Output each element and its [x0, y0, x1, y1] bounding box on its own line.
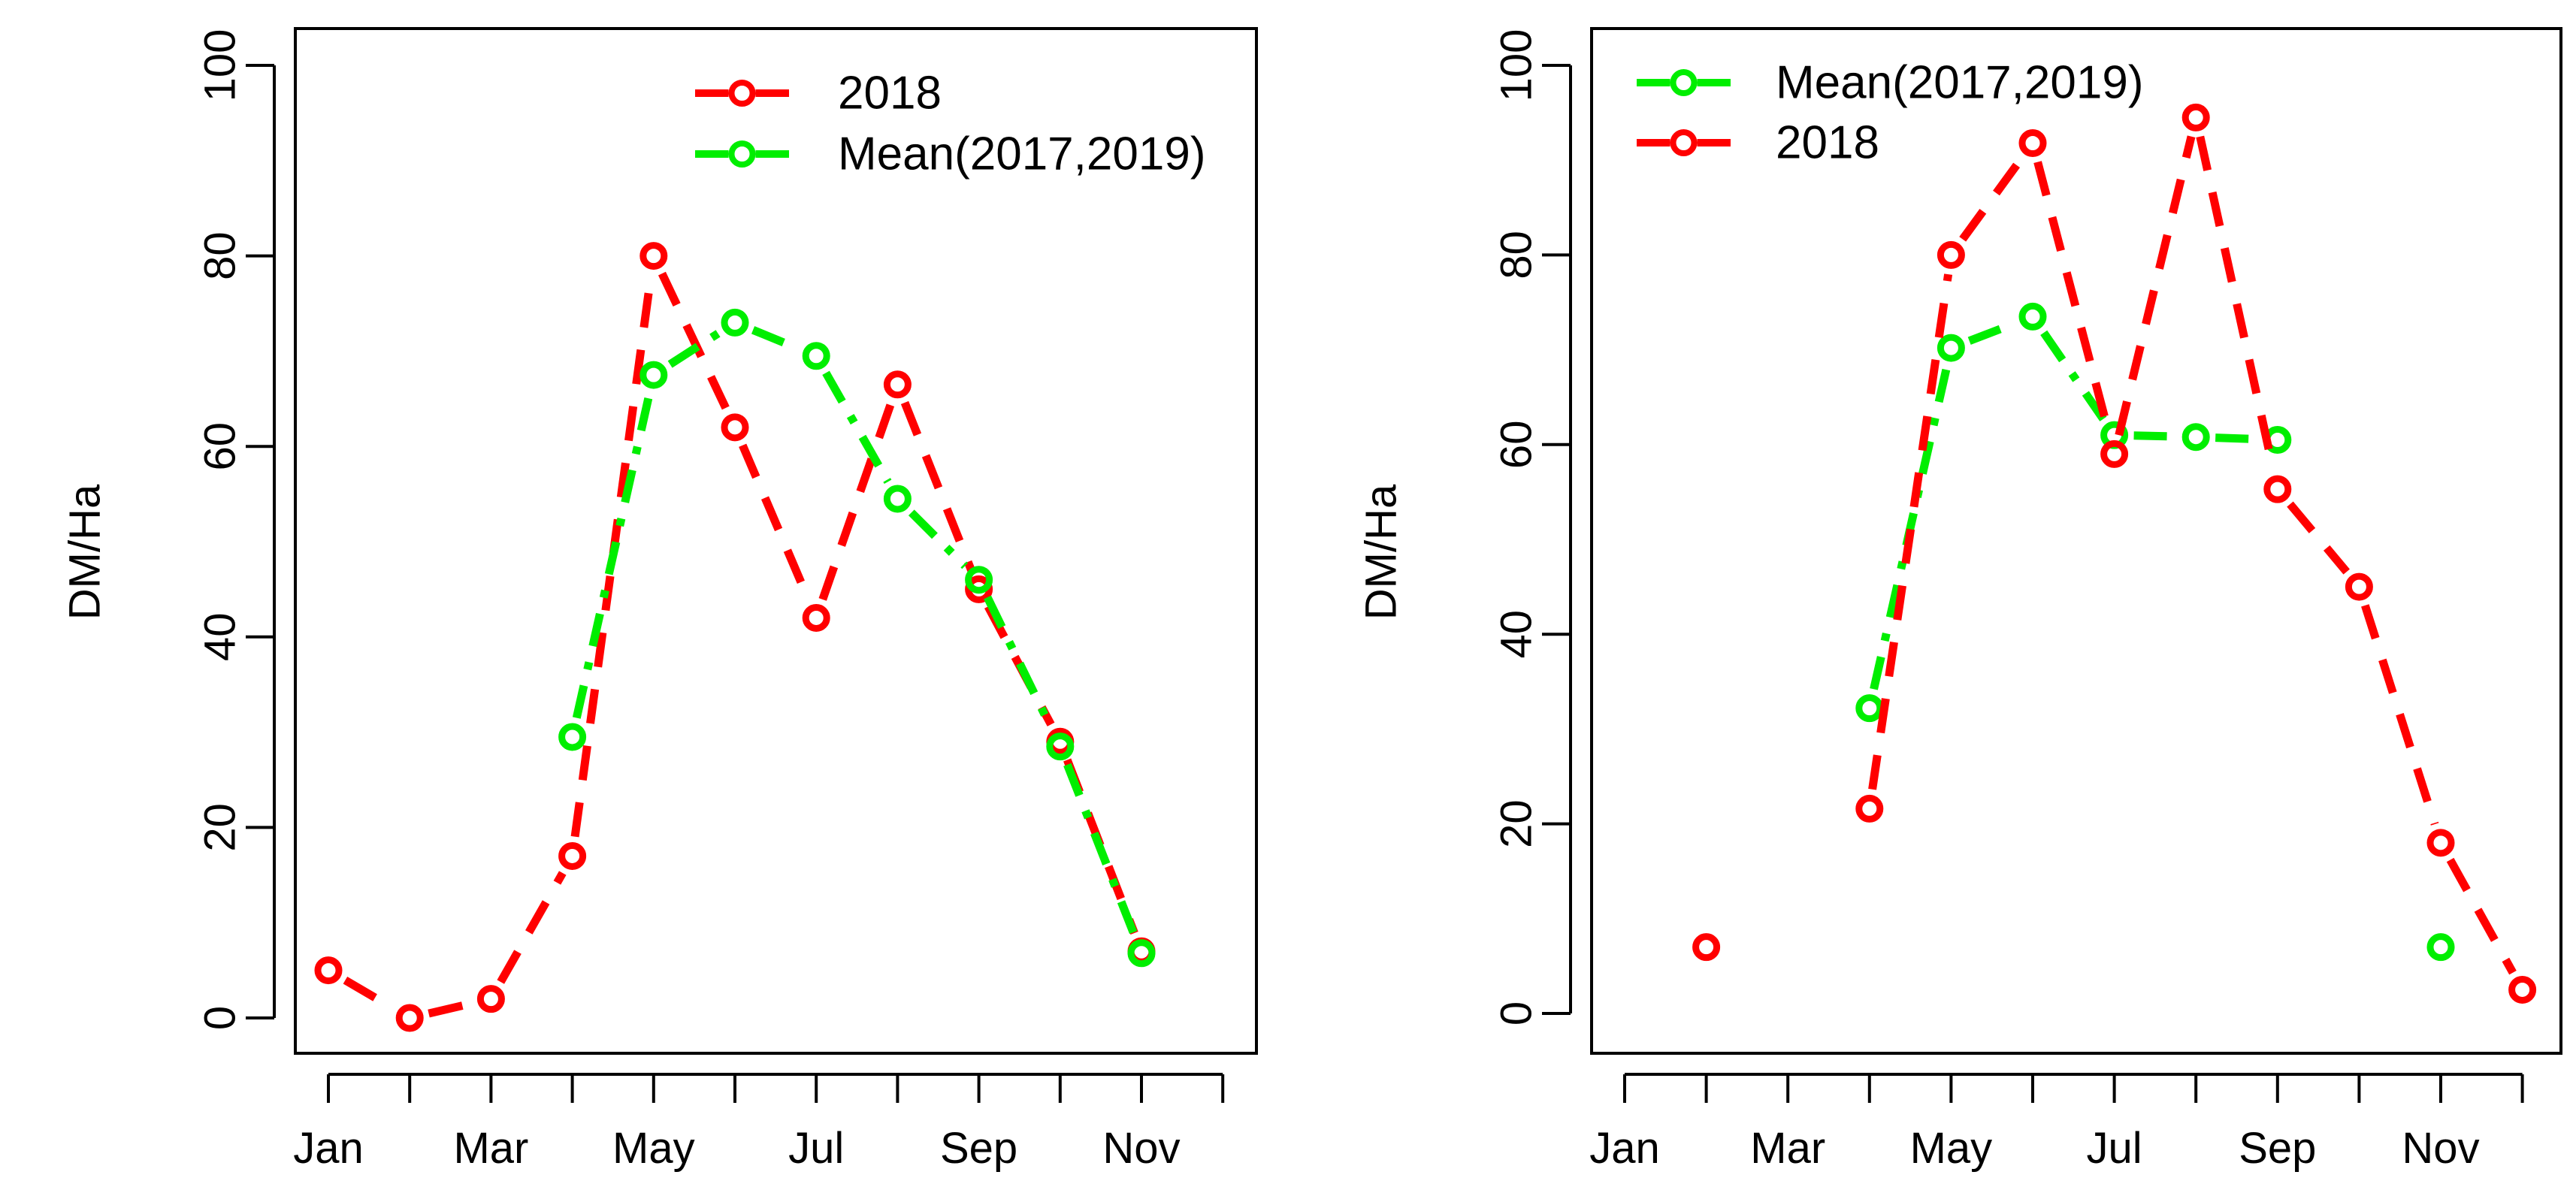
- series-line-2018: [739, 443, 813, 602]
- legend-label-2018: 2018: [1776, 117, 1879, 169]
- data-point-mean-2017-2019: [1127, 939, 1156, 968]
- series-line-2018: [658, 271, 730, 412]
- series-line-mean-2017-2019: [667, 329, 721, 368]
- series-line-2018: [2033, 161, 2114, 436]
- y-tick-label: 60: [1492, 421, 1541, 470]
- data-point-2018: [2181, 103, 2210, 131]
- right-chart-panel: Jan Mar May Jul Sep Nov 0 20 40 60 80 100 DM/Ha Mean(…: [1357, 27, 2562, 1173]
- y-tick-label: 0: [1492, 1001, 1541, 1025]
- series-line-mean-2017-2019: [2215, 433, 2259, 444]
- plot-frame: [1590, 27, 2562, 1055]
- series-line-2018: [428, 999, 473, 1018]
- series-line-2018: [900, 400, 976, 573]
- series-line-2018: [497, 871, 567, 984]
- data-point-2018: [2508, 975, 2537, 1004]
- data-point-mean-2017-2019: [2018, 302, 2047, 331]
- x-tick-label: Jul: [2087, 1124, 2142, 1173]
- series-line-2018: [1868, 273, 1953, 790]
- series-line-mean-2017-2019: [1063, 763, 1138, 937]
- y-tick-label: 100: [196, 29, 245, 102]
- series-line-mean-2017-2019: [908, 509, 969, 569]
- data-point-2018: [1937, 240, 1965, 269]
- y-tick-label: 0: [196, 1006, 245, 1030]
- series-line-2018: [570, 274, 655, 838]
- x-tick-label: Jan: [1589, 1124, 1660, 1173]
- data-point-mean-2017-2019: [2181, 423, 2210, 452]
- data-point-mean-2017-2019: [965, 566, 993, 594]
- legend-label-2018: 2018: [838, 68, 942, 119]
- x-tick-label: Jul: [788, 1124, 844, 1173]
- data-point-2018: [395, 1004, 424, 1032]
- data-point-mean-2017-2019: [802, 342, 830, 370]
- legend-marker-mean-2017-2019: [1670, 69, 1698, 96]
- y-tick-label: 80: [1492, 231, 1541, 279]
- data-point-2018: [1692, 933, 1721, 962]
- data-point-2018: [2263, 475, 2292, 503]
- data-point-mean-2017-2019: [721, 308, 749, 337]
- data-point-mean-2017-2019: [1046, 732, 1075, 761]
- y-axis-title: DM/Ha: [1357, 484, 1406, 620]
- data-point-2018: [476, 985, 505, 1013]
- series-line-mean-2017-2019: [2040, 330, 2107, 421]
- y-tick-label: 80: [196, 231, 245, 280]
- series-line-mean-2017-2019: [572, 393, 654, 719]
- data-point-2018: [558, 841, 587, 870]
- data-point-2018: [802, 603, 830, 632]
- x-tick-label: Mar: [453, 1124, 528, 1173]
- data-point-mean-2017-2019: [1855, 694, 1884, 723]
- series-line-2018: [2287, 501, 2350, 575]
- data-point-2018: [2426, 829, 2455, 857]
- x-tick-label: Mar: [1750, 1124, 1825, 1173]
- legend-marker-2018: [1670, 129, 1698, 156]
- left-chart-panel: Jan Mar May Jul Sep Nov 0 20 40 60 80 100 DM/Ha 2018 M…: [61, 27, 1258, 1173]
- plot-frame: [294, 27, 1258, 1055]
- data-point-mean-2017-2019: [883, 485, 912, 513]
- data-point-2018: [965, 575, 993, 603]
- y-axis-title: DM/Ha: [61, 484, 110, 620]
- series-line-mean-2017-2019: [751, 326, 800, 352]
- x-tick-label: May: [1910, 1124, 1993, 1173]
- x-tick-label: Nov: [2402, 1124, 2479, 1173]
- series-line-mean-2017-2019: [1967, 319, 2016, 345]
- series-line-2018: [2446, 857, 2517, 975]
- series-line-2018: [1959, 156, 2025, 242]
- legend-marker-2018: [728, 80, 756, 107]
- series-line-mean-2017-2019: [822, 370, 892, 485]
- y-tick-label: 20: [196, 803, 245, 852]
- data-point-2018: [639, 242, 668, 270]
- data-point-2018: [721, 413, 749, 442]
- data-point-2018: [2345, 572, 2373, 601]
- y-tick-label: 60: [196, 422, 245, 471]
- x-tick-label: Jan: [293, 1124, 364, 1173]
- series-line-2018: [343, 976, 395, 1012]
- series-line-mean-2017-2019: [1870, 366, 1952, 690]
- legend-marker-mean-2017-2019: [728, 140, 756, 168]
- data-point-2018: [314, 956, 343, 985]
- legend-label-mean-2017-2019: Mean(2017,2019): [838, 128, 1205, 180]
- series-line-mean-2017-2019: [984, 595, 1056, 731]
- data-point-2018: [2018, 128, 2047, 157]
- x-tick-label: Nov: [1102, 1124, 1180, 1173]
- y-tick-label: 100: [1492, 29, 1541, 102]
- legend-label-mean-2017-2019: Mean(2017,2019): [1776, 57, 2143, 109]
- data-point-mean-2017-2019: [558, 723, 587, 751]
- data-point-2018: [2100, 439, 2129, 468]
- y-tick-label: 20: [1492, 799, 1541, 848]
- series-line-2018: [818, 401, 896, 601]
- data-point-mean-2017-2019: [2426, 933, 2455, 962]
- series-line-2018: [2115, 135, 2196, 436]
- y-tick-label: 40: [1492, 610, 1541, 659]
- data-point-mean-2017-2019: [639, 361, 668, 389]
- x-tick-label: May: [612, 1124, 695, 1173]
- series-line-2018: [2361, 604, 2439, 826]
- x-tick-label: Sep: [940, 1124, 1017, 1173]
- data-point-mean-2017-2019: [1937, 334, 1965, 362]
- x-tick-label: Sep: [2239, 1124, 2316, 1173]
- data-point-2018: [1855, 794, 1884, 823]
- y-tick-label: 40: [196, 613, 245, 662]
- data-point-2018: [883, 370, 912, 399]
